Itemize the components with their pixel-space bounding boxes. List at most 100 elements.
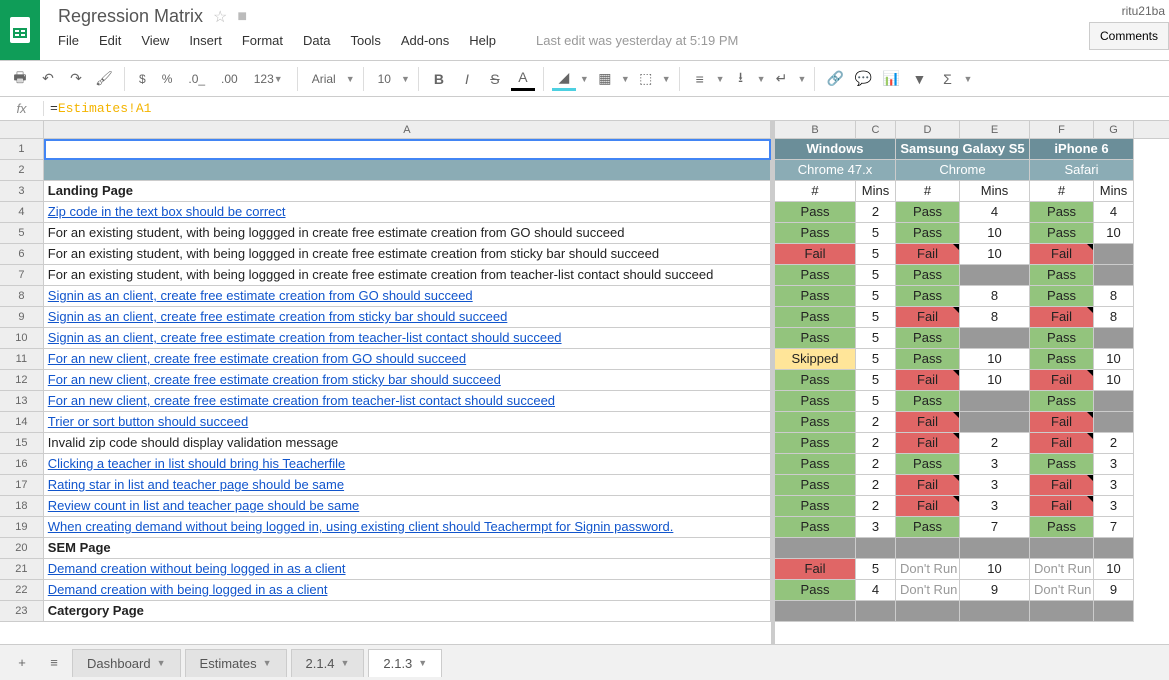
data-cell[interactable]: 2 xyxy=(856,496,896,517)
data-cell[interactable] xyxy=(1094,328,1134,349)
data-cell[interactable]: Pass xyxy=(1030,202,1094,223)
data-cell[interactable]: 5 xyxy=(856,307,896,328)
data-cell[interactable]: 8 xyxy=(1094,307,1134,328)
menu-insert[interactable]: Insert xyxy=(189,33,222,48)
filter-icon[interactable]: ▼ xyxy=(907,67,931,91)
data-cell[interactable]: 5 xyxy=(856,349,896,370)
section-cell[interactable] xyxy=(896,601,960,622)
data-cell[interactable]: Pass xyxy=(896,349,960,370)
data-cell[interactable]: 10 xyxy=(1094,223,1134,244)
data-cell[interactable]: Pass xyxy=(1030,223,1094,244)
data-cell[interactable]: 8 xyxy=(1094,286,1134,307)
data-cell[interactable] xyxy=(960,328,1030,349)
data-cell[interactable]: 2 xyxy=(856,454,896,475)
data-cell[interactable]: Pass xyxy=(1030,517,1094,538)
row-header[interactable]: 16 xyxy=(0,454,44,475)
undo-icon[interactable]: ↶ xyxy=(36,67,60,91)
col-header-f[interactable]: F xyxy=(1030,121,1094,138)
data-cell[interactable]: 5 xyxy=(856,286,896,307)
percent-icon[interactable]: % xyxy=(156,67,179,91)
cell-a[interactable]: Review count in list and teacher page sh… xyxy=(44,496,771,517)
data-cell[interactable]: Pass xyxy=(896,517,960,538)
data-cell[interactable]: Fail xyxy=(896,307,960,328)
data-cell[interactable] xyxy=(1094,412,1134,433)
sheet-tab-estimates[interactable]: Estimates ▼ xyxy=(185,649,287,677)
data-cell[interactable]: 5 xyxy=(856,559,896,580)
row-header[interactable]: 8 xyxy=(0,286,44,307)
data-cell[interactable]: Pass xyxy=(775,265,856,286)
row-header[interactable]: 12 xyxy=(0,370,44,391)
cell-a[interactable]: For an existing student, with being logg… xyxy=(44,223,771,244)
data-cell[interactable]: Pass xyxy=(1030,265,1094,286)
cell-a[interactable]: For an new client, create free estimate … xyxy=(44,349,771,370)
menu-help[interactable]: Help xyxy=(469,33,496,48)
app-logo[interactable] xyxy=(0,0,40,60)
data-cell[interactable]: Pass xyxy=(1030,328,1094,349)
formula-input[interactable]: =Estimates!A1 xyxy=(44,101,1169,116)
browser-header[interactable]: Chrome 47.x xyxy=(775,160,896,181)
valign-icon[interactable]: ⭳ xyxy=(729,67,753,91)
data-cell[interactable]: 3 xyxy=(856,517,896,538)
row-header[interactable]: 14 xyxy=(0,412,44,433)
row-header[interactable]: 6 xyxy=(0,244,44,265)
data-cell[interactable]: Fail xyxy=(896,475,960,496)
data-cell[interactable]: 5 xyxy=(856,328,896,349)
wrap-icon[interactable]: ↵ xyxy=(770,67,794,91)
print-icon[interactable]: 🖶 xyxy=(8,67,32,91)
cell-a[interactable] xyxy=(44,160,771,181)
data-cell[interactable]: Pass xyxy=(775,370,856,391)
data-cell[interactable]: Fail xyxy=(1030,370,1094,391)
cell-a[interactable] xyxy=(44,139,771,160)
dec-decrease-icon[interactable]: .0_ xyxy=(182,67,211,91)
row-header[interactable]: 11 xyxy=(0,349,44,370)
data-cell[interactable]: Pass xyxy=(775,454,856,475)
bold-icon[interactable]: B xyxy=(427,67,451,91)
cell-a[interactable]: SEM Page xyxy=(44,538,771,559)
cell-a[interactable]: Trier or sort button should succeed xyxy=(44,412,771,433)
platform-header[interactable]: iPhone 6 xyxy=(1030,139,1134,160)
subheader[interactable]: Mins xyxy=(960,181,1030,202)
data-cell[interactable]: Pass xyxy=(1030,286,1094,307)
data-cell[interactable]: Pass xyxy=(775,391,856,412)
cell-a[interactable]: Demand creation without being logged in … xyxy=(44,559,771,580)
data-cell[interactable]: 3 xyxy=(960,454,1030,475)
data-cell[interactable]: 4 xyxy=(1094,202,1134,223)
row-header[interactable]: 22 xyxy=(0,580,44,601)
row-header[interactable]: 1 xyxy=(0,139,44,160)
browser-header[interactable]: Safari xyxy=(1030,160,1134,181)
data-cell[interactable]: Pass xyxy=(775,307,856,328)
italic-icon[interactable]: I xyxy=(455,67,479,91)
menu-view[interactable]: View xyxy=(141,33,169,48)
row-header[interactable]: 3 xyxy=(0,181,44,202)
data-cell[interactable]: Skipped xyxy=(775,349,856,370)
data-cell[interactable]: 7 xyxy=(1094,517,1134,538)
link-icon[interactable]: 🔗 xyxy=(823,67,847,91)
folder-icon[interactable]: ■ xyxy=(237,8,247,26)
data-cell[interactable] xyxy=(1094,391,1134,412)
data-cell[interactable]: Don't Run xyxy=(1030,559,1094,580)
row-header[interactable]: 20 xyxy=(0,538,44,559)
data-cell[interactable]: 10 xyxy=(960,244,1030,265)
data-cell[interactable]: 5 xyxy=(856,244,896,265)
strike-icon[interactable]: S xyxy=(483,67,507,91)
font-select[interactable]: Arial xyxy=(306,67,342,91)
data-cell[interactable]: 2 xyxy=(856,412,896,433)
col-header-d[interactable]: D xyxy=(896,121,960,138)
data-cell[interactable]: Fail xyxy=(1030,496,1094,517)
row-header[interactable]: 17 xyxy=(0,475,44,496)
cell-a[interactable]: For an new client, create free estimate … xyxy=(44,391,771,412)
data-cell[interactable]: Fail xyxy=(1030,307,1094,328)
platform-header[interactable]: Windows xyxy=(775,139,896,160)
data-cell[interactable] xyxy=(1094,244,1134,265)
data-cell[interactable]: 10 xyxy=(960,559,1030,580)
data-cell[interactable]: Pass xyxy=(1030,454,1094,475)
comments-button[interactable]: Comments xyxy=(1089,22,1169,50)
row-header[interactable]: 2 xyxy=(0,160,44,181)
data-cell[interactable]: 10 xyxy=(1094,559,1134,580)
section-cell[interactable] xyxy=(775,601,856,622)
section-cell[interactable] xyxy=(1030,601,1094,622)
data-cell[interactable]: Pass xyxy=(775,202,856,223)
redo-icon[interactable]: ↷ xyxy=(64,67,88,91)
menu-edit[interactable]: Edit xyxy=(99,33,121,48)
data-cell[interactable]: 3 xyxy=(1094,475,1134,496)
